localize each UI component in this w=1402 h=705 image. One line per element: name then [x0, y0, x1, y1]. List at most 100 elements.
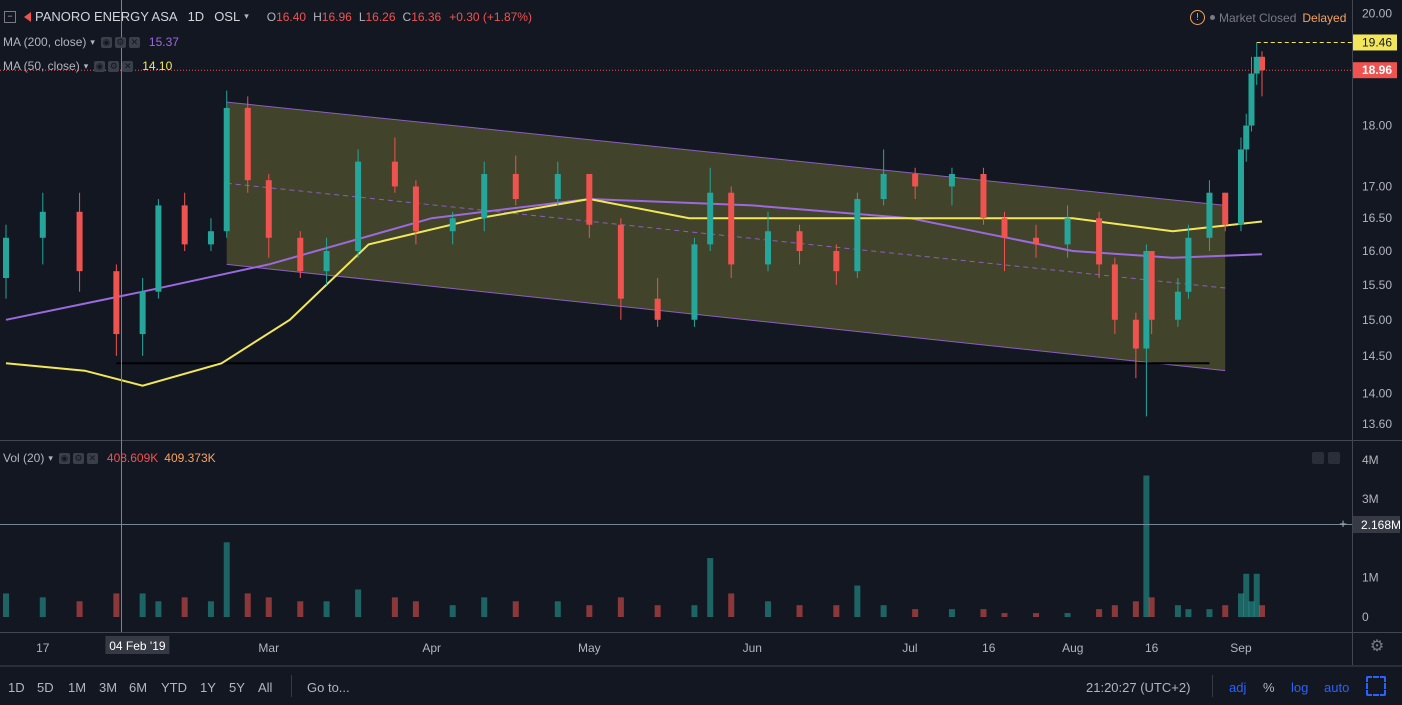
gear-icon[interactable]: ⚙	[114, 36, 126, 48]
adj-toggle[interactable]: adj	[1229, 680, 1247, 695]
candle-body	[76, 211, 83, 272]
candle	[880, 149, 887, 206]
goto-button[interactable]: Go to...	[307, 680, 350, 695]
candle	[1243, 113, 1250, 162]
range-1y[interactable]: 1Y	[200, 680, 216, 695]
time-tick-label: 16	[1145, 641, 1159, 655]
candle-body	[691, 244, 698, 320]
range-all[interactable]: All	[258, 680, 273, 695]
crosshair-time-marker: 04 Feb '19	[105, 636, 170, 654]
candle-body	[912, 173, 919, 187]
candle-body	[1237, 149, 1244, 225]
chevron-down-icon[interactable]: ▾	[48, 452, 53, 463]
low-label: L	[358, 9, 366, 24]
range-5y[interactable]: 5Y	[229, 680, 245, 695]
volume-bar	[244, 593, 251, 617]
pane-maximize-button[interactable]	[1312, 452, 1324, 464]
candle-body	[707, 192, 714, 245]
candle	[155, 199, 162, 299]
range-1d[interactable]: 1D	[8, 680, 25, 695]
time-tick-label: 16	[982, 641, 996, 655]
chevron-down-icon[interactable]: ▾	[244, 11, 249, 21]
gear-icon[interactable]: ⚙	[1369, 638, 1385, 655]
time-tick-label: Apr	[422, 641, 441, 655]
pane-collapse-button[interactable]	[1328, 452, 1340, 464]
candle	[654, 277, 661, 327]
candle	[1237, 137, 1244, 232]
close-icon[interactable]: ✕	[122, 60, 134, 72]
ma200-label[interactable]: MA (200, close)	[3, 35, 87, 49]
channel-upper-line[interactable]	[226, 101, 1226, 206]
volume-bar	[765, 601, 772, 617]
time-tick-label: May	[578, 641, 601, 655]
gear-icon[interactable]: ⚙	[72, 452, 84, 464]
toolbar-divider	[1212, 675, 1213, 697]
close-value: 16.36	[411, 9, 442, 24]
chevron-down-icon[interactable]: ▾	[83, 60, 89, 71]
candle	[481, 161, 488, 232]
candle-body	[39, 211, 46, 238]
candle	[139, 277, 146, 356]
chevron-down-icon[interactable]: ▾	[90, 36, 95, 47]
candle	[1222, 192, 1229, 232]
candle-body	[223, 107, 230, 232]
visibility-icon[interactable]: ◉	[58, 452, 70, 464]
volume-bar	[39, 597, 46, 617]
close-icon[interactable]: ✕	[86, 452, 98, 464]
candle	[181, 192, 188, 252]
volume-bar	[1206, 609, 1213, 617]
gear-icon[interactable]: ⚙	[108, 60, 120, 72]
candle-body	[980, 173, 987, 219]
candle	[707, 167, 714, 252]
auto-toggle[interactable]: auto	[1324, 680, 1350, 695]
volume-bar	[1253, 573, 1260, 617]
price-tick-label: 16.00	[1362, 244, 1392, 258]
ma50-label[interactable]: MA (50, close)	[3, 59, 80, 73]
symbol-name[interactable]: PANORO ENERGY ASA	[35, 9, 178, 24]
price-tick-label: 14.50	[1362, 349, 1392, 363]
candle-body	[554, 173, 561, 200]
clock-readout[interactable]: 21:20:27 (UTC+2)	[1086, 680, 1191, 695]
log-toggle[interactable]: log	[1291, 680, 1309, 695]
candle	[223, 90, 230, 238]
close-icon[interactable]: ✕	[128, 36, 140, 48]
price-tick-label: 17.00	[1362, 179, 1392, 193]
fullscreen-icon[interactable]	[1366, 676, 1386, 696]
parallel-channel[interactable]	[116, 101, 1226, 372]
volume-bar	[980, 609, 987, 617]
price-tick-label: 16.50	[1362, 211, 1392, 225]
candle	[1033, 224, 1040, 258]
candle-body	[1248, 73, 1255, 126]
candle-body	[181, 205, 188, 245]
visibility-icon[interactable]: ◉	[100, 36, 112, 48]
plus-icon[interactable]: +	[1339, 516, 1347, 531]
price-tick-label: 15.50	[1362, 278, 1392, 292]
range-6m[interactable]: 6M	[129, 680, 148, 695]
volume-bar	[617, 597, 624, 617]
range-5d[interactable]: 5D	[37, 680, 54, 695]
candle-body	[948, 173, 955, 187]
candle	[512, 155, 519, 206]
interval-label[interactable]: 1D	[187, 9, 205, 24]
candle-body	[1222, 192, 1229, 225]
candle	[1174, 277, 1181, 327]
percent-toggle[interactable]: %	[1263, 680, 1275, 695]
candle	[76, 192, 83, 292]
warning-icon[interactable]: !	[1190, 10, 1205, 25]
volume-bar	[912, 609, 919, 617]
volume-bar	[355, 589, 362, 617]
volume-bar	[3, 593, 9, 617]
flag-icon	[24, 11, 31, 22]
range-1m[interactable]: 1M	[68, 680, 87, 695]
candle	[586, 173, 593, 238]
visibility-icon[interactable]: ◉	[94, 60, 106, 72]
volume-tick-label: 4M	[1362, 453, 1379, 467]
exchange-label[interactable]: OSL	[214, 9, 241, 24]
range-ytd[interactable]: YTD	[161, 680, 187, 695]
candle	[265, 173, 272, 258]
volume-label[interactable]: Vol (20)	[3, 451, 45, 465]
collapse-icon[interactable]: −	[4, 10, 16, 23]
channel-lower-line[interactable]	[226, 263, 1226, 372]
range-3m[interactable]: 3M	[99, 680, 118, 695]
